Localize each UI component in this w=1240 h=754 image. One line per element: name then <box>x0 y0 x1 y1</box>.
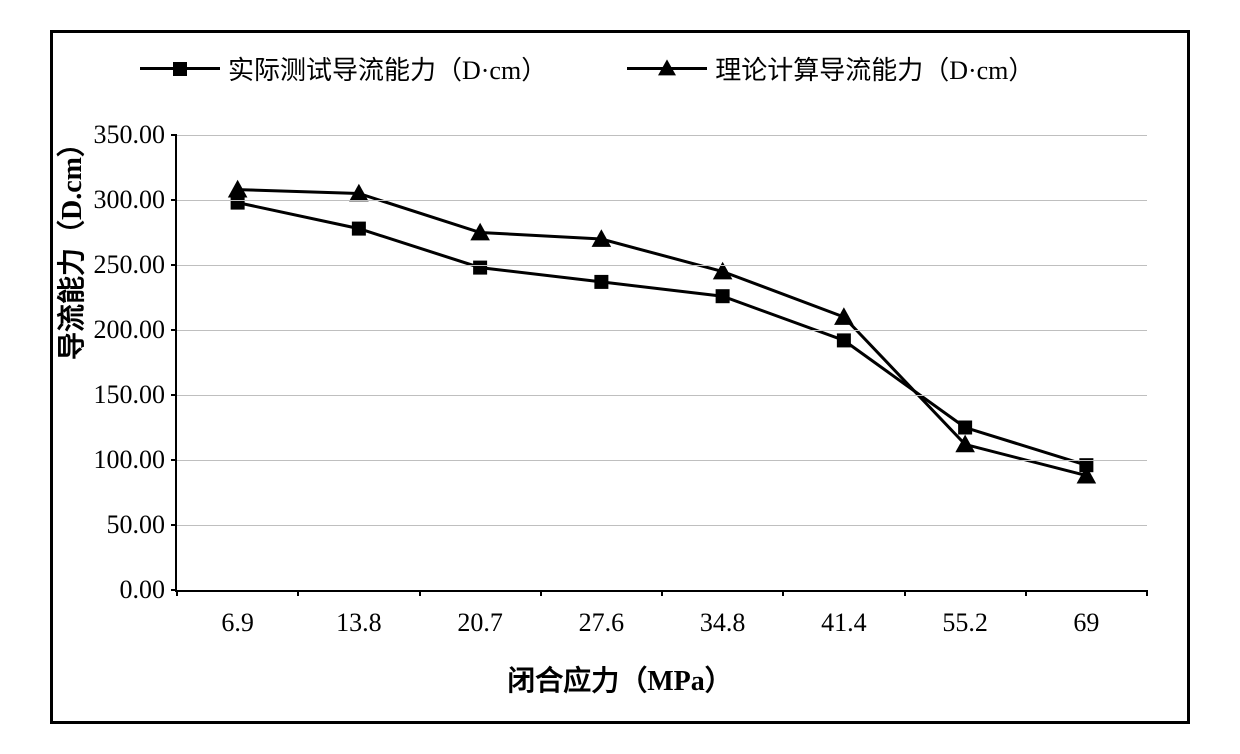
y-tick-mark <box>171 199 177 201</box>
y-tick-mark <box>171 394 177 396</box>
y-tick-mark <box>171 134 177 136</box>
x-tick-label: 55.2 <box>942 608 988 638</box>
legend-line-theoretical <box>627 67 707 70</box>
x-tick-mark <box>904 590 906 596</box>
square-marker-icon <box>837 333 851 347</box>
x-tick-mark <box>782 590 784 596</box>
x-tick-mark <box>297 590 299 596</box>
legend-label-actual: 实际测试导流能力（D·cm） <box>228 50 547 87</box>
triangle-marker-icon <box>658 59 676 75</box>
legend: 实际测试导流能力（D·cm） 理论计算导流能力（D·cm） <box>100 50 1180 87</box>
plot-area: 0.0050.00100.00150.00200.00250.00300.003… <box>175 135 1147 592</box>
x-tick-mark <box>661 590 663 596</box>
square-marker-icon <box>231 196 245 210</box>
legend-item-actual: 实际测试导流能力（D·cm） <box>140 50 547 87</box>
x-tick-mark <box>1146 590 1148 596</box>
y-tick-label: 350.00 <box>94 120 166 150</box>
legend-item-theoretical: 理论计算导流能力（D·cm） <box>627 50 1034 87</box>
x-tick-label: 34.8 <box>700 608 746 638</box>
x-tick-mark <box>540 590 542 596</box>
y-tick-label: 200.00 <box>94 315 166 345</box>
y-tick-label: 150.00 <box>94 380 166 410</box>
legend-line-actual <box>140 67 220 70</box>
x-tick-mark <box>1025 590 1027 596</box>
square-marker-icon <box>473 261 487 275</box>
square-marker-icon <box>173 62 187 76</box>
x-tick-label: 41.4 <box>821 608 867 638</box>
square-marker-icon <box>958 421 972 435</box>
y-tick-label: 100.00 <box>94 445 166 475</box>
plot-svg <box>177 135 1147 590</box>
square-marker-icon <box>716 289 730 303</box>
y-tick-label: 50.00 <box>107 510 166 540</box>
x-tick-label: 69 <box>1073 608 1099 638</box>
y-tick-mark <box>171 329 177 331</box>
x-tick-label: 13.8 <box>336 608 382 638</box>
y-tick-mark <box>171 264 177 266</box>
y-tick-label: 300.00 <box>94 185 166 215</box>
gridline <box>177 330 1147 331</box>
x-tick-label: 27.6 <box>579 608 625 638</box>
square-marker-icon <box>594 275 608 289</box>
gridline <box>177 265 1147 266</box>
y-tick-label: 250.00 <box>94 250 166 280</box>
x-axis-label: 闭合应力（MPa） <box>507 659 733 699</box>
gridline <box>177 525 1147 526</box>
square-marker-icon <box>352 222 366 236</box>
x-tick-label: 6.9 <box>221 608 254 638</box>
x-tick-label: 20.7 <box>457 608 503 638</box>
y-tick-mark <box>171 524 177 526</box>
y-axis-label: 导流能力（D.cm） <box>50 129 90 360</box>
gridline <box>177 135 1147 136</box>
x-tick-mark <box>176 590 178 596</box>
y-tick-label: 0.00 <box>120 575 166 605</box>
gridline <box>177 395 1147 396</box>
legend-label-theoretical: 理论计算导流能力（D·cm） <box>715 50 1034 87</box>
gridline <box>177 460 1147 461</box>
gridline <box>177 200 1147 201</box>
y-tick-mark <box>171 459 177 461</box>
chart-container: 实际测试导流能力（D·cm） 理论计算导流能力（D·cm） 导流能力（D.cm）… <box>0 0 1240 754</box>
x-tick-mark <box>419 590 421 596</box>
